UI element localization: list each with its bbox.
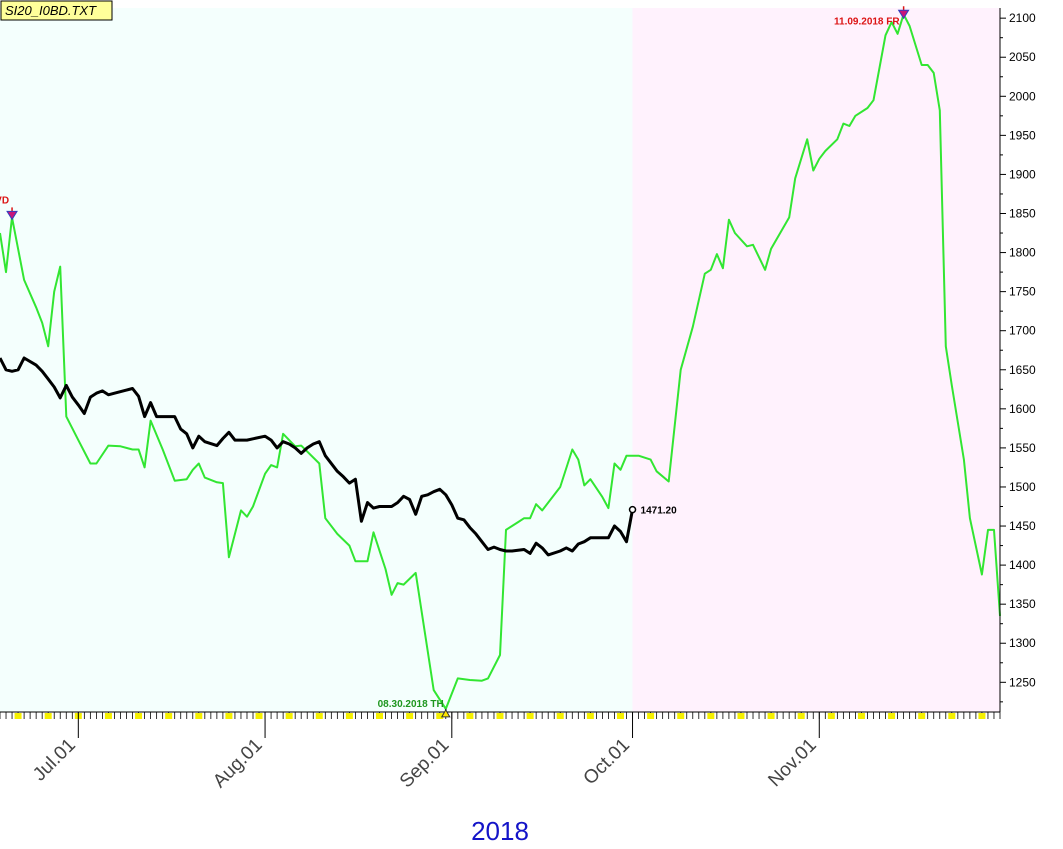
x-tick-label-Aug.01: Aug.01 [209, 735, 266, 792]
week-marker [345, 713, 353, 719]
y-tick-label-1400: 1400 [1009, 558, 1036, 572]
week-marker [978, 713, 986, 719]
series-line-1 [0, 356, 634, 557]
y-tick-label-1550: 1550 [1009, 441, 1036, 455]
week-marker [376, 713, 384, 719]
week-marker [586, 713, 594, 719]
y-tick-label-1250: 1250 [1009, 675, 1036, 689]
background-region-0 [0, 8, 633, 712]
week-marker [104, 713, 112, 719]
week-marker [857, 713, 865, 719]
week-marker [797, 713, 805, 719]
last-value-label: 1471.20 [641, 506, 678, 517]
week-marker [466, 713, 474, 719]
y-tick-label-1450: 1450 [1009, 519, 1036, 533]
y-tick-label-1700: 1700 [1009, 324, 1036, 338]
week-marker [677, 713, 685, 719]
y-tick-label-1900: 1900 [1009, 167, 1036, 181]
high-marker-arrow [897, 9, 910, 20]
y-tick-label-1350: 1350 [1009, 597, 1036, 611]
year-label: 2018 [471, 816, 529, 846]
week-marker [225, 713, 233, 719]
chart-title: SI20_I0BD.TXT [5, 3, 97, 18]
week-marker [165, 713, 173, 719]
background-region-1 [632, 8, 1000, 712]
series-line-0 [0, 13, 1001, 710]
week-marker [406, 713, 414, 719]
week-marker [948, 713, 956, 719]
week-marker [44, 713, 52, 719]
series-layer [0, 13, 1001, 710]
y-tick-label-1650: 1650 [1009, 363, 1036, 377]
y-tick-label-1600: 1600 [1009, 402, 1036, 416]
y-tick-label-2100: 2100 [1009, 11, 1036, 25]
x-tick-label-Oct.01: Oct.01 [580, 735, 634, 789]
y-tick-label-1750: 1750 [1009, 285, 1036, 299]
x-tick-label-Jul.01: Jul.01 [29, 735, 80, 786]
week-marker [496, 713, 504, 719]
high-label: 11.09.2018 FR [834, 16, 900, 27]
y-tick-label-2000: 2000 [1009, 89, 1036, 103]
week-marker [195, 713, 203, 719]
week-marker [556, 713, 564, 719]
week-marker [315, 713, 323, 719]
week-marker [767, 713, 775, 719]
y-tick-label-1850: 1850 [1009, 206, 1036, 220]
annotation-layer: 11.09.2018 FR VD 08.30.2018 TH 1471.20 [0, 6, 910, 718]
week-marker [888, 713, 896, 719]
y-tick-label-2050: 2050 [1009, 50, 1036, 64]
title-badge: SI20_I0BD.TXT [0, 0, 113, 21]
week-marker [526, 713, 534, 719]
x-tick-label-Nov.01: Nov.01 [764, 735, 820, 791]
y-tick-label-1500: 1500 [1009, 480, 1036, 494]
last-value-point [628, 505, 637, 514]
week-marker [14, 713, 22, 719]
left-high-marker-arrow [6, 210, 18, 221]
y-tick-label-1300: 1300 [1009, 636, 1036, 650]
week-marker [647, 713, 655, 719]
y-tick-label-1950: 1950 [1009, 128, 1036, 142]
low-label: 08.30.2018 TH [378, 699, 444, 710]
week-marker [436, 713, 444, 719]
week-marker [707, 713, 715, 719]
week-marker [255, 713, 263, 719]
background-regions [0, 8, 1000, 712]
y-tick-label-1800: 1800 [1009, 246, 1036, 260]
low-marker-arrow [440, 708, 451, 718]
week-marker [918, 713, 926, 719]
week-marker [135, 713, 143, 719]
week-marker [827, 713, 835, 719]
week-marker [737, 713, 745, 719]
x-tick-label-Sep.01: Sep.01 [396, 735, 453, 792]
week-marker [616, 713, 624, 719]
left-high-label: VD [0, 195, 9, 206]
week-marker [285, 713, 293, 719]
